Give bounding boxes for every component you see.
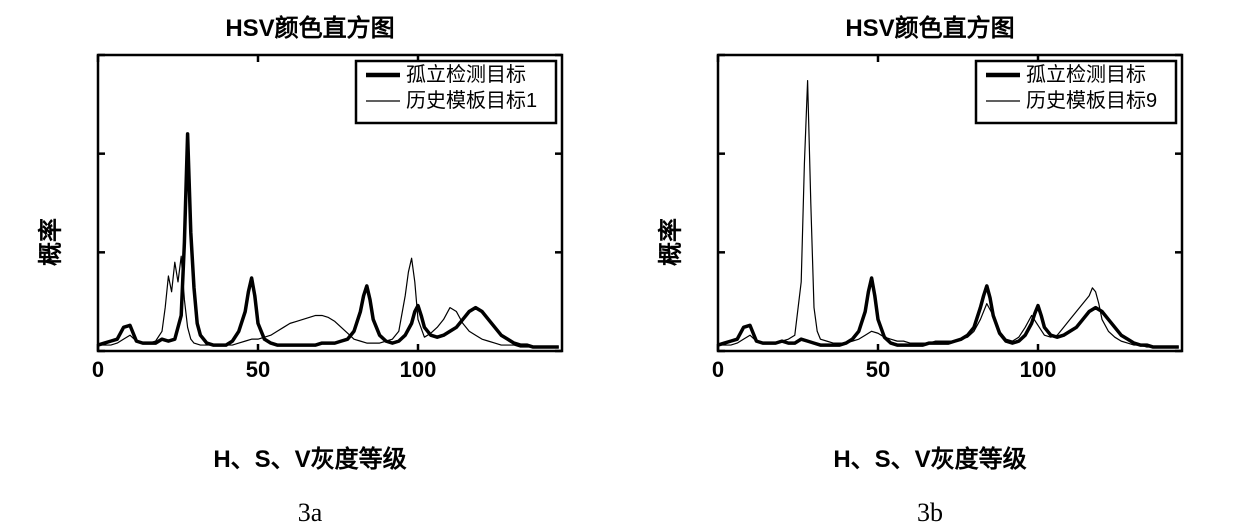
plot-right: 05010000.050.10.15孤立检测目标历史模板目标9 [710,47,1190,387]
svg-text:0: 0 [92,357,104,382]
chart-title-left: HSV颜色直方图 [225,8,394,43]
svg-text:100: 100 [400,357,437,382]
xlabel-right: H、S、V灰度等级 [833,439,1026,474]
svg-text:0: 0 [712,357,724,382]
panel-left: HSV颜色直方图 概率 05010000.050.10.15孤立检测目标历史模板… [20,0,600,528]
plot-left: 05010000.050.10.15孤立检测目标历史模板目标1 [90,47,570,387]
chart-title-right: HSV颜色直方图 [845,8,1014,43]
ylabel-right: 概率 [651,218,686,266]
sublabel-right: 3b [917,498,943,528]
chart-wrap-left: 概率 05010000.050.10.15孤立检测目标历史模板目标1 [30,47,590,437]
svg-text:100: 100 [1020,357,1057,382]
panel-right: HSV颜色直方图 概率 05010000.050.10.15孤立检测目标历史模板… [640,0,1220,528]
ylabel-left: 概率 [31,218,66,266]
chart-wrap-right: 概率 05010000.050.10.15孤立检测目标历史模板目标9 [650,47,1210,437]
svg-text:50: 50 [866,357,890,382]
svg-text:孤立检测目标: 孤立检测目标 [1026,63,1146,86]
xlabel-left: H、S、V灰度等级 [213,439,406,474]
svg-text:孤立检测目标: 孤立检测目标 [406,63,526,86]
svg-text:历史模板目标9: 历史模板目标9 [1026,89,1157,112]
svg-text:历史模板目标1: 历史模板目标1 [406,89,537,112]
svg-text:50: 50 [246,357,270,382]
sublabel-left: 3a [298,498,323,528]
